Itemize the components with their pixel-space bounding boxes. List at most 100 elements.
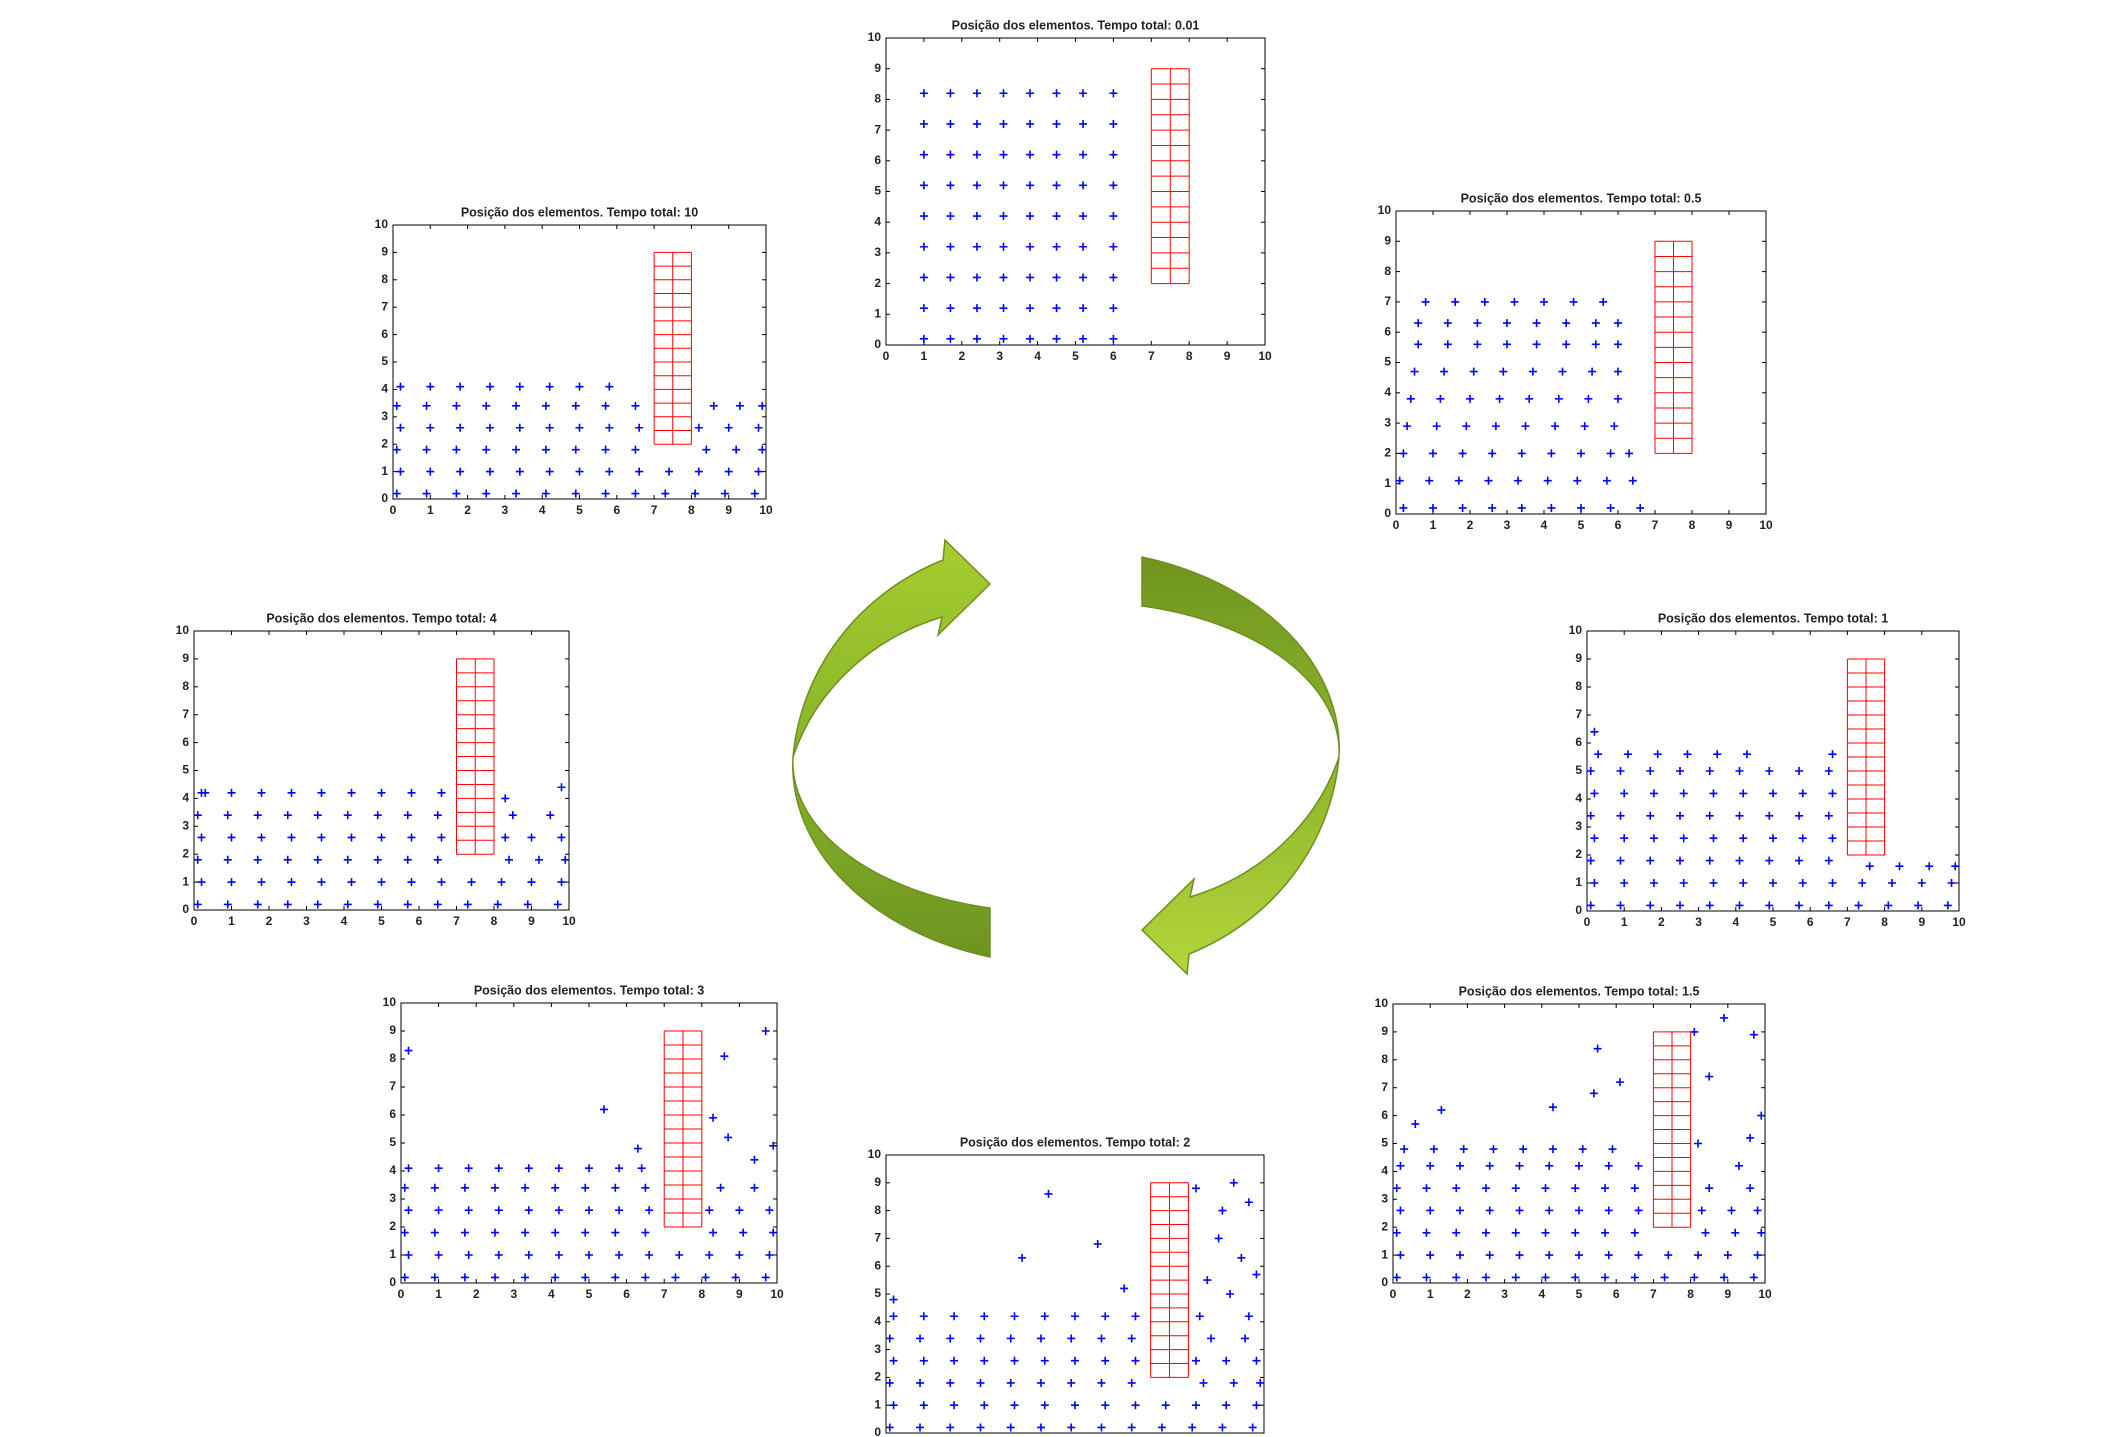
y-tick-label: 10 [383,995,397,1009]
y-tick-label: 5 [381,354,388,368]
y-tick-label: 4 [874,1314,881,1328]
y-tick-label: 3 [381,409,388,423]
x-tick-label: 6 [1110,349,1117,363]
y-tick-label: 1 [381,464,388,478]
x-tick-label: 2 [1658,915,1665,929]
x-tick-label: 0 [1390,1287,1397,1301]
x-tick-label: 0 [1393,518,1400,532]
x-tick-label: 0 [390,503,397,517]
y-tick-label: 10 [1375,996,1389,1010]
x-tick-label: 3 [303,914,310,928]
y-tick-label: 1 [389,1247,396,1261]
y-tick-label: 8 [1575,679,1582,693]
y-tick-label: 10 [1378,203,1392,217]
y-tick-label: 4 [389,1163,396,1177]
y-tick-label: 8 [874,92,881,106]
x-tick-label: 5 [1576,1287,1583,1301]
y-tick-label: 9 [182,651,189,665]
y-tick-label: 0 [1384,506,1391,520]
x-tick-label: 10 [1258,349,1272,363]
chart: Posição dos elementos. Tempo total: 1012… [1569,611,1966,929]
y-tick-label: 7 [389,1079,396,1093]
y-tick-label: 2 [182,846,189,860]
x-tick-label: 7 [1844,915,1851,929]
x-tick-label: 8 [1689,518,1696,532]
x-tick-label: 7 [661,1287,668,1301]
x-tick-label: 2 [1464,1287,1471,1301]
y-tick-label: 9 [874,1175,881,1189]
y-tick-label: 6 [381,327,388,341]
x-tick-label: 10 [759,503,773,517]
chart-title: Posição dos elementos. Tempo total: 0.01 [952,18,1200,32]
y-tick-label: 5 [1384,355,1391,369]
y-tick-label: 5 [182,763,189,777]
x-tick-label: 8 [1881,915,1888,929]
x-tick-label: 3 [502,503,509,517]
x-tick-label: 4 [1538,1287,1545,1301]
x-tick-label: 6 [416,914,423,928]
x-tick-label: 3 [1504,518,1511,532]
y-tick-label: 3 [874,245,881,259]
y-tick-label: 3 [874,1342,881,1356]
y-tick-label: 1 [182,874,189,888]
plot-area [393,225,766,499]
y-tick-label: 1 [1384,476,1391,490]
chart: Posição dos elementos. Tempo total: 0.50… [1378,191,1773,532]
x-tick-label: 7 [651,503,658,517]
y-tick-label: 8 [874,1203,881,1217]
x-tick-label: 3 [1501,1287,1508,1301]
chart-title: Posição dos elementos. Tempo total: 3 [474,983,704,997]
y-tick-label: 3 [182,818,189,832]
chart: Posição dos elementos. Tempo total: 3012… [383,983,784,1301]
y-tick-label: 2 [381,436,388,450]
y-tick-label: 3 [1575,819,1582,833]
x-tick-label: 6 [613,503,620,517]
plot-area [194,631,569,910]
x-tick-label: 0 [398,1287,405,1301]
y-tick-label: 0 [1381,1275,1388,1289]
x-tick-label: 4 [1732,915,1739,929]
y-tick-label: 4 [1384,385,1391,399]
plot-area [401,1003,777,1283]
x-tick-label: 6 [1615,518,1622,532]
y-tick-label: 0 [389,1275,396,1289]
y-tick-label: 5 [389,1135,396,1149]
y-tick-label: 10 [868,1147,882,1161]
x-tick-label: 2 [1467,518,1474,532]
x-tick-label: 7 [1148,349,1155,363]
x-tick-label: 6 [1613,1287,1620,1301]
x-tick-label: 4 [539,503,546,517]
chart: Posição dos elementos. Tempo total: 4012… [176,611,576,928]
y-tick-label: 2 [1384,446,1391,460]
x-tick-label: 8 [491,914,498,928]
y-tick-label: 0 [874,1425,881,1437]
x-tick-label: 4 [1034,349,1041,363]
x-tick-label: 7 [453,914,460,928]
x-tick-label: 1 [427,503,434,517]
y-tick-label: 9 [1381,1024,1388,1038]
x-tick-label: 9 [1726,518,1733,532]
y-tick-label: 5 [1575,763,1582,777]
x-tick-label: 5 [586,1287,593,1301]
y-tick-label: 10 [1569,623,1583,637]
chart-title: Posição dos elementos. Tempo total: 2 [960,1135,1190,1149]
y-tick-label: 4 [381,382,388,396]
y-tick-label: 7 [874,1231,881,1245]
y-tick-label: 4 [874,214,881,228]
x-tick-label: 5 [1770,915,1777,929]
y-tick-label: 6 [1384,324,1391,338]
x-tick-label: 8 [1687,1287,1694,1301]
x-tick-label: 2 [266,914,273,928]
y-tick-label: 2 [874,276,881,290]
y-tick-label: 0 [874,337,881,351]
x-tick-label: 5 [378,914,385,928]
y-tick-label: 9 [1575,651,1582,665]
y-tick-label: 6 [1575,735,1582,749]
y-tick-label: 4 [1381,1164,1388,1178]
x-tick-label: 9 [1724,1287,1731,1301]
x-tick-label: 2 [464,503,471,517]
y-tick-label: 6 [1381,1108,1388,1122]
y-tick-label: 5 [874,1286,881,1300]
x-tick-label: 10 [1759,518,1773,532]
y-tick-label: 9 [389,1023,396,1037]
